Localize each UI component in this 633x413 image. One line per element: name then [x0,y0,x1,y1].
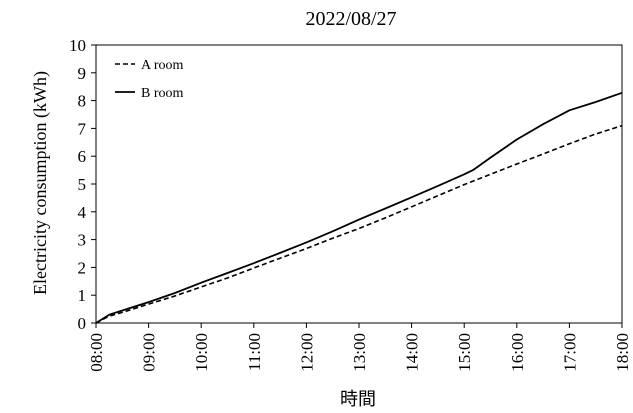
x-tick-label: 18:00 [613,333,632,372]
y-tick-label: 7 [78,119,87,138]
y-axis-label: Electricity consumption (kWh) [30,71,51,295]
x-tick-label: 08:00 [87,333,106,372]
x-axis: 08:00 09:00 10:00 11:00 12:00 13:00 14:00 15:00… [87,323,632,372]
x-tick-label: 17:00 [560,333,579,372]
legend-label-a-room: A room [141,58,184,73]
chart-title: 2022/08/27 [305,8,396,30]
y-tick-label: 2 [78,258,87,277]
y-tick-label: 4 [78,203,87,222]
x-tick-label: 12:00 [297,333,316,372]
x-tick-label: 11:00 [245,333,264,371]
series-group [95,91,623,324]
y-tick-label: 9 [78,64,87,83]
x-axis-label: 時間 [340,389,376,409]
x-tick-label: 14:00 [403,333,422,372]
y-tick-label: 0 [78,314,87,333]
y-tick-label: 10 [69,36,86,55]
y-tick-label: 5 [78,175,87,194]
legend-label-b-room: B room [141,86,184,101]
series-line-a-room [95,124,623,324]
x-tick-label: 09:00 [140,333,159,372]
y-tick-label: 3 [78,231,87,250]
x-tick-label: 16:00 [508,333,527,372]
y-tick-label: 1 [78,286,87,305]
legend: A room B room [115,58,184,101]
series-line-b-room [95,91,623,324]
x-tick-label: 10:00 [192,333,211,372]
y-tick-label: 8 [78,92,87,111]
x-tick-label: 13:00 [350,333,369,372]
x-tick-label: 15:00 [455,333,474,372]
y-axis: 0 1 2 3 4 5 6 7 8 9 10 [69,36,96,333]
y-tick-label: 6 [78,147,87,166]
